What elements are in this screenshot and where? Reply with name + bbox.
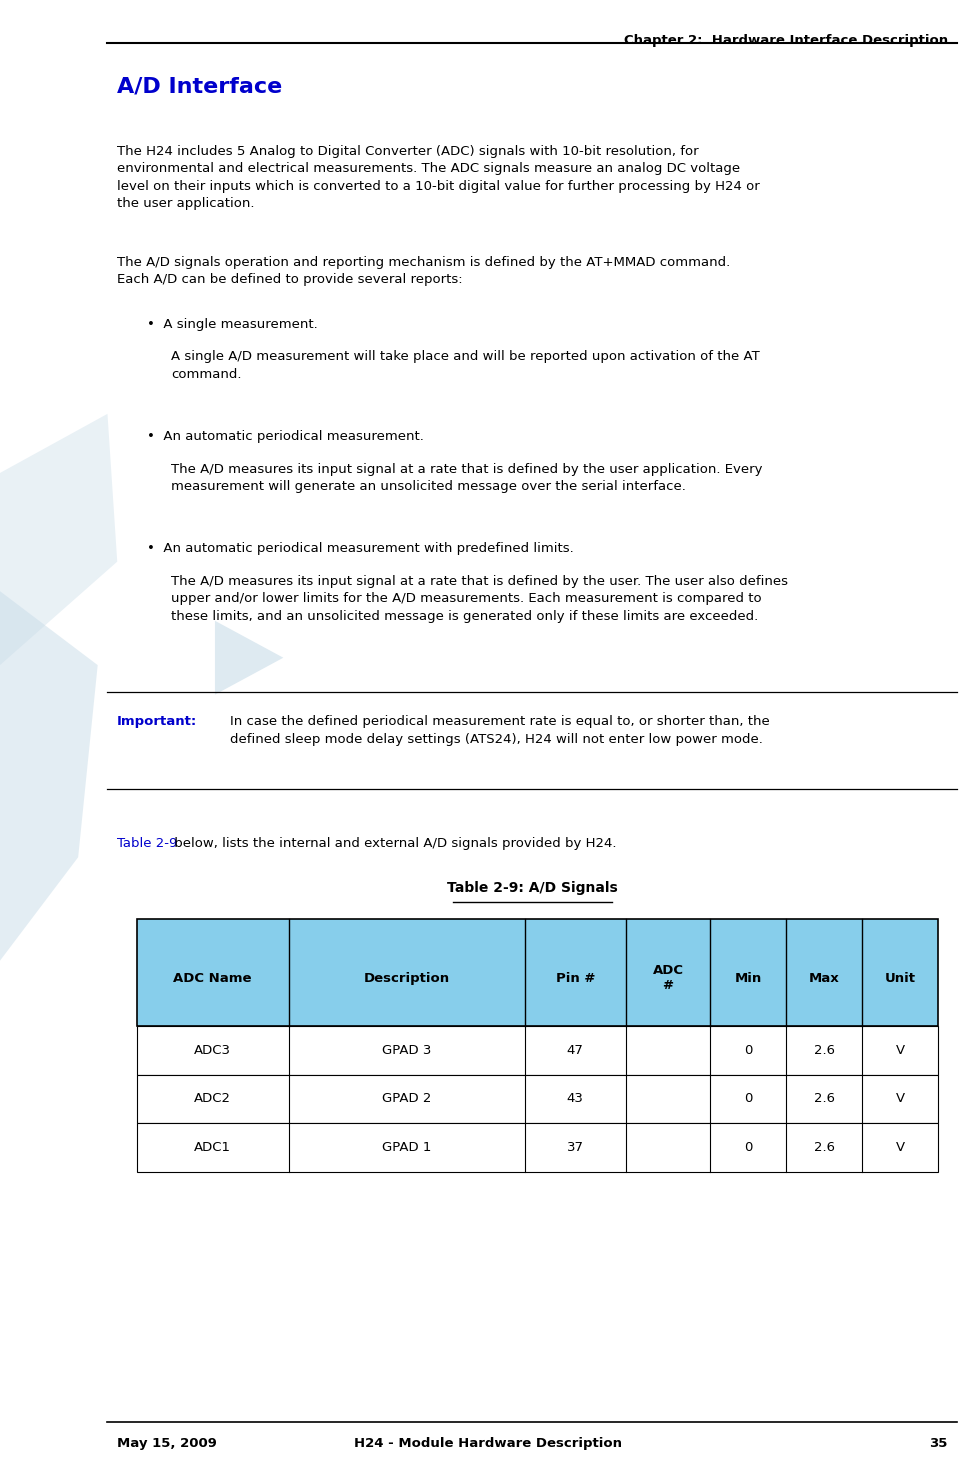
Bar	[137, 1123, 938, 1172]
Text: 47: 47	[567, 1043, 583, 1057]
Text: ADC
#: ADC #	[653, 965, 684, 992]
Bar	[137, 1026, 938, 1075]
Text: Max: Max	[809, 973, 839, 984]
Text: V: V	[895, 1043, 905, 1057]
Text: Table 2-9: A/D Signals: Table 2-9: A/D Signals	[447, 881, 617, 894]
Text: ADC2: ADC2	[194, 1092, 232, 1106]
Text: •  An automatic periodical measurement with predefined limits.: • An automatic periodical measurement wi…	[147, 542, 573, 556]
Polygon shape	[0, 591, 98, 961]
Text: below, lists the internal and external A/D signals provided by H24.: below, lists the internal and external A…	[170, 837, 616, 850]
Polygon shape	[0, 414, 117, 665]
Text: 2.6: 2.6	[814, 1043, 834, 1057]
Text: The A/D measures its input signal at a rate that is defined by the user. The use: The A/D measures its input signal at a r…	[171, 575, 788, 622]
Text: GPAD 2: GPAD 2	[382, 1092, 431, 1106]
Text: In case the defined periodical measurement rate is equal to, or shorter than, th: In case the defined periodical measureme…	[230, 715, 769, 746]
Text: The H24 includes 5 Analog to Digital Converter (ADC) signals with 10-bit resolut: The H24 includes 5 Analog to Digital Con…	[117, 145, 760, 210]
Text: 0: 0	[744, 1141, 752, 1154]
Text: GPAD 3: GPAD 3	[382, 1043, 431, 1057]
Text: GPAD 1: GPAD 1	[382, 1141, 431, 1154]
Text: 35: 35	[929, 1437, 948, 1450]
Bar	[137, 1075, 938, 1123]
Text: 43: 43	[567, 1092, 583, 1106]
Text: •  An automatic periodical measurement.: • An automatic periodical measurement.	[147, 430, 423, 443]
Text: 2.6: 2.6	[814, 1092, 834, 1106]
Text: Unit: Unit	[884, 973, 915, 984]
Text: H24 - Module Hardware Description: H24 - Module Hardware Description	[355, 1437, 622, 1450]
Text: The A/D measures its input signal at a rate that is defined by the user applicat: The A/D measures its input signal at a r…	[171, 463, 762, 494]
Text: Table 2-9: Table 2-9	[117, 837, 178, 850]
Text: 37: 37	[567, 1141, 584, 1154]
Bar	[137, 919, 938, 1026]
Text: ADC1: ADC1	[194, 1141, 232, 1154]
Text: 2.6: 2.6	[814, 1141, 834, 1154]
Text: Min: Min	[735, 973, 762, 984]
Text: Important:: Important:	[117, 715, 197, 729]
Text: Description: Description	[363, 973, 449, 984]
Text: ADC3: ADC3	[194, 1043, 232, 1057]
Text: 0: 0	[744, 1043, 752, 1057]
Text: May 15, 2009: May 15, 2009	[117, 1437, 217, 1450]
Text: •  A single measurement.: • A single measurement.	[147, 318, 318, 331]
Text: The A/D signals operation and reporting mechanism is defined by the AT+MMAD comm: The A/D signals operation and reporting …	[117, 256, 731, 287]
Text: Chapter 2:  Hardware Interface Description: Chapter 2: Hardware Interface Descriptio…	[623, 34, 948, 47]
Text: 0: 0	[744, 1092, 752, 1106]
Text: Pin #: Pin #	[556, 973, 595, 984]
Text: ADC Name: ADC Name	[174, 973, 252, 984]
Polygon shape	[215, 621, 283, 695]
Text: A single A/D measurement will take place and will be reported upon activation of: A single A/D measurement will take place…	[171, 350, 760, 381]
Text: V: V	[895, 1141, 905, 1154]
Text: A/D Interface: A/D Interface	[117, 77, 282, 98]
Text: V: V	[895, 1092, 905, 1106]
